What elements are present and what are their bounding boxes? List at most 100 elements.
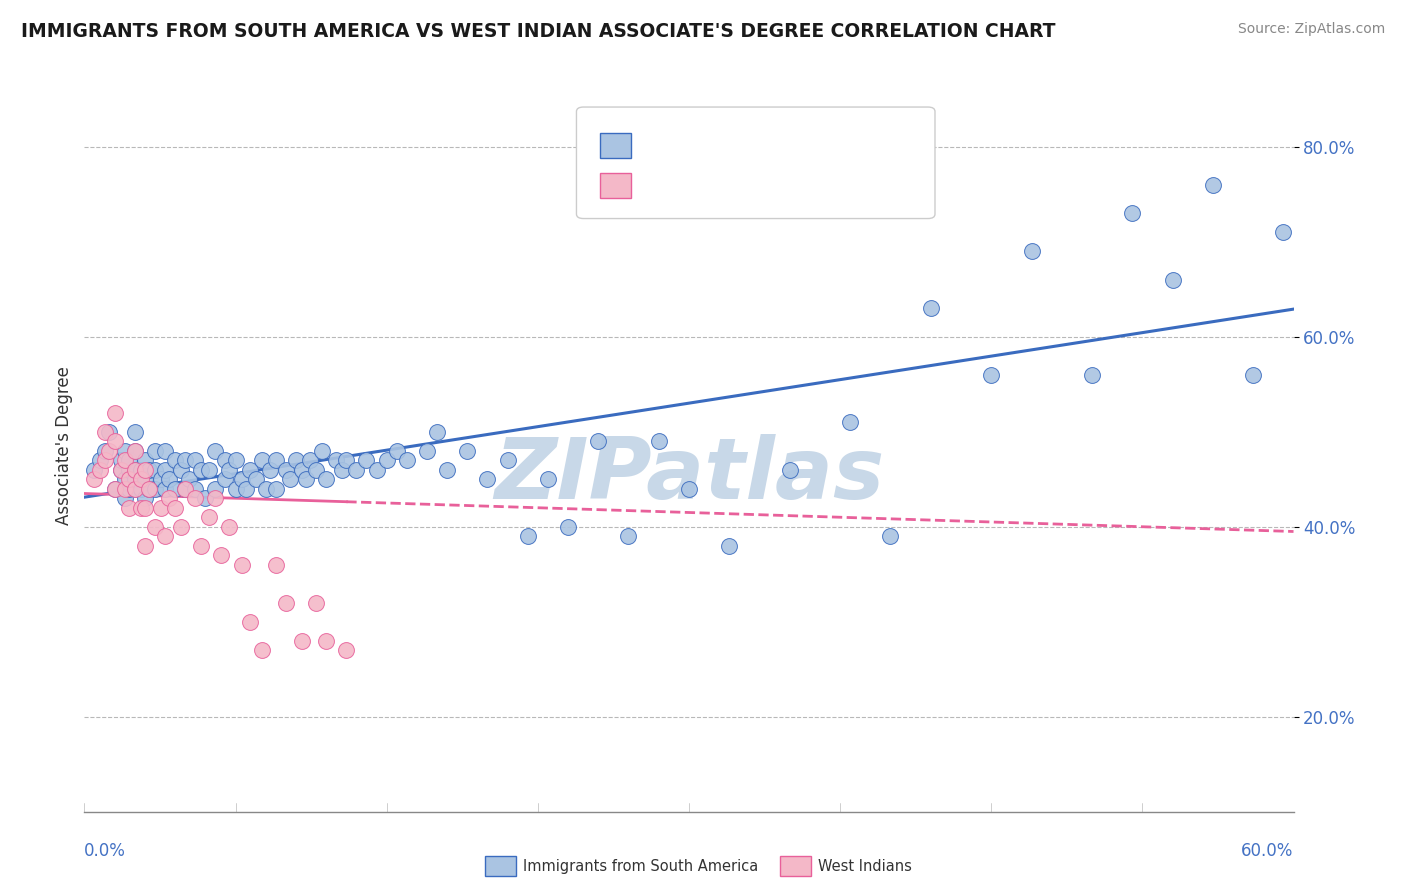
Point	[83, 472, 105, 486]
Y-axis label: Associate's Degree: Associate's Degree	[55, 367, 73, 525]
Point	[134, 491, 156, 506]
Point	[278, 472, 301, 486]
Point	[104, 482, 127, 496]
Point	[239, 463, 262, 477]
Text: R =: R =	[643, 178, 679, 196]
Point	[264, 482, 287, 496]
Point	[149, 500, 172, 515]
Point	[264, 558, 287, 572]
Point	[190, 463, 212, 477]
Point	[184, 491, 207, 506]
Point	[335, 453, 357, 467]
Text: Source: ZipAtlas.com: Source: ZipAtlas.com	[1237, 22, 1385, 37]
Point	[83, 463, 105, 477]
Point	[588, 434, 610, 449]
Text: IMMIGRANTS FROM SOUTH AMERICA VS WEST INDIAN ASSOCIATE'S DEGREE CORRELATION CHAR: IMMIGRANTS FROM SOUTH AMERICA VS WEST IN…	[21, 22, 1056, 41]
Point	[1241, 368, 1264, 382]
Point	[134, 453, 156, 467]
Point	[779, 463, 801, 477]
Point	[118, 453, 141, 467]
Point	[153, 443, 176, 458]
Point	[170, 520, 193, 534]
Point	[114, 482, 136, 496]
Point	[118, 500, 141, 515]
Point	[557, 520, 579, 534]
Point	[124, 425, 146, 439]
Point	[134, 472, 156, 486]
Point	[274, 463, 297, 477]
Text: 0.173: 0.173	[696, 132, 748, 150]
Point	[648, 434, 671, 449]
Point	[97, 425, 120, 439]
Text: 107: 107	[823, 132, 858, 150]
Point	[235, 482, 257, 496]
Point	[89, 453, 111, 467]
Text: ZIPatlas: ZIPatlas	[494, 434, 884, 516]
Point	[124, 463, 146, 477]
Point	[174, 482, 197, 496]
Point	[114, 443, 136, 458]
Point	[124, 472, 146, 486]
Point	[204, 491, 226, 506]
Point	[325, 453, 347, 467]
Point	[170, 463, 193, 477]
Point	[299, 453, 322, 467]
Point	[214, 472, 236, 486]
Point	[104, 482, 127, 496]
Point	[204, 482, 226, 496]
Point	[204, 443, 226, 458]
Point	[1021, 244, 1043, 259]
Point	[305, 463, 328, 477]
Point	[153, 482, 176, 496]
Point	[366, 463, 388, 477]
Point	[346, 463, 368, 477]
Point	[143, 520, 166, 534]
Point	[138, 463, 160, 477]
Point	[114, 491, 136, 506]
Point	[678, 482, 700, 496]
Point	[129, 500, 152, 515]
Point	[291, 633, 314, 648]
Point	[153, 463, 176, 477]
Point	[110, 453, 132, 467]
Text: Immigrants from South America: Immigrants from South America	[523, 859, 758, 873]
Point	[184, 453, 207, 467]
Point	[456, 443, 478, 458]
Text: R =: R =	[643, 132, 679, 150]
Point	[143, 463, 166, 477]
Point	[209, 548, 232, 562]
Point	[174, 482, 197, 496]
Point	[184, 482, 207, 496]
Text: West Indians: West Indians	[818, 859, 912, 873]
Text: N =: N =	[769, 178, 806, 196]
Point	[356, 453, 378, 467]
Text: 60.0%: 60.0%	[1241, 842, 1294, 860]
Point	[1302, 178, 1324, 192]
Point	[179, 472, 201, 486]
Point	[134, 500, 156, 515]
Point	[537, 472, 560, 486]
Point	[124, 443, 146, 458]
Point	[385, 443, 408, 458]
Point	[143, 482, 166, 496]
Point	[516, 529, 538, 543]
Point	[250, 643, 273, 657]
Point	[879, 529, 901, 543]
Point	[1202, 178, 1225, 192]
Point	[285, 453, 308, 467]
Point	[138, 482, 160, 496]
Point	[134, 539, 156, 553]
Point	[118, 463, 141, 477]
Point	[93, 453, 115, 467]
Point	[315, 633, 337, 648]
Point	[143, 443, 166, 458]
Point	[1333, 339, 1355, 353]
Point	[839, 415, 862, 429]
Point	[157, 491, 180, 506]
Point	[124, 482, 146, 496]
Point	[198, 510, 221, 524]
Point	[129, 482, 152, 496]
Point	[114, 472, 136, 486]
Point	[93, 443, 115, 458]
Point	[129, 463, 152, 477]
